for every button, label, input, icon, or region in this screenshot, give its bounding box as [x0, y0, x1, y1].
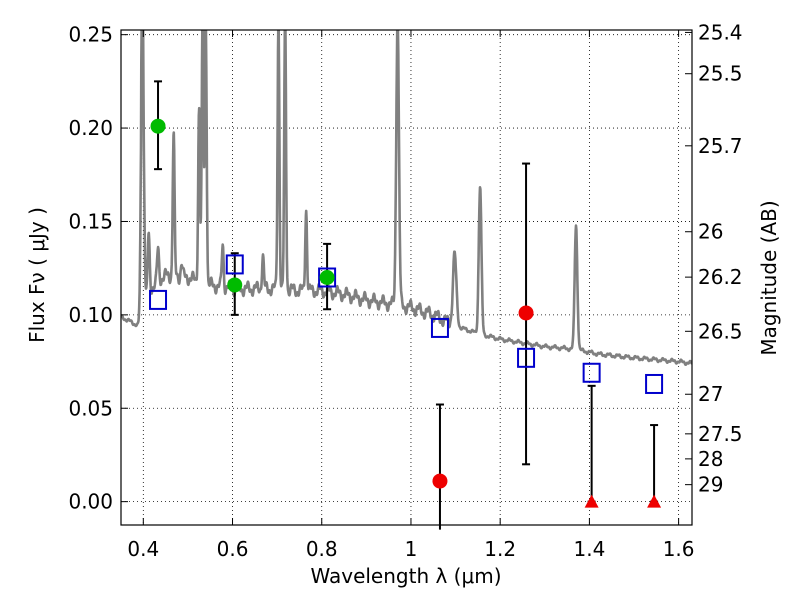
x-tick-label: 0.6: [217, 537, 249, 561]
markers: [149, 118, 664, 508]
magnitude-tick-label: 25.7: [698, 134, 743, 158]
nondetection-point: [432, 473, 448, 489]
y-tick-label: 0.25: [68, 23, 113, 47]
model-point: [318, 267, 337, 288]
spectrum-line: [121, 30, 692, 366]
x-tick-label: 0.8: [306, 537, 338, 561]
y-tick-label: 0.10: [68, 303, 113, 327]
magnitude-tick-label: 26.2: [698, 265, 743, 289]
y-axis-title: Flux Fν ( μJy ): [25, 207, 49, 343]
magnitude-tick-label: 27.5: [698, 422, 743, 446]
model-point: [645, 373, 664, 394]
magnitude-tick-label: 27: [698, 382, 723, 406]
y-tick-label: 0.05: [68, 396, 113, 420]
plot-area: [121, 30, 692, 525]
model-point: [149, 289, 168, 310]
magnitude-tick-label: 26: [698, 220, 723, 244]
x-tick-label: 0.4: [127, 537, 159, 561]
detected-point: [319, 270, 335, 285]
y-tick-label: 0.20: [68, 116, 113, 140]
magnitude-tick-label: 25.5: [698, 62, 743, 86]
detected-point: [150, 118, 166, 134]
x-tick-labels: 0.4 0.6 0.8 1 1.2 1.4 1.6: [127, 537, 694, 561]
x-tick-label: 1.4: [573, 537, 605, 561]
upper-limit-point: [584, 494, 599, 508]
model-point: [582, 362, 601, 383]
detected-point: [227, 277, 243, 293]
y-tick-labels: 0.00 0.05 0.10 0.15 0.20 0.25: [68, 23, 113, 514]
model-point: [225, 254, 244, 275]
x-tick-label: 1.6: [663, 537, 695, 561]
ticks: [121, 30, 692, 525]
nondetection-point: [518, 305, 534, 321]
y-tick-label: 0.00: [68, 490, 113, 514]
y-tick-label: 0.15: [68, 209, 113, 233]
spectrum: [121, 30, 692, 366]
model-point: [430, 317, 449, 338]
x-tick-label: 1: [405, 537, 418, 561]
right-axis-title: Magnitude (AB): [757, 200, 781, 355]
magnitude-tick-label: 26.5: [698, 319, 743, 343]
magnitude-tick-label: 29: [698, 473, 723, 497]
model-point: [517, 347, 536, 368]
x-tick-label: 1.2: [484, 537, 516, 561]
magnitude-tick-label: 28: [698, 447, 723, 471]
magnitude-tick-label: 25.4: [698, 20, 743, 44]
grid: [121, 30, 692, 525]
x-axis-title: Wavelength λ (μm): [310, 564, 501, 588]
upper-limit-point: [647, 494, 662, 508]
